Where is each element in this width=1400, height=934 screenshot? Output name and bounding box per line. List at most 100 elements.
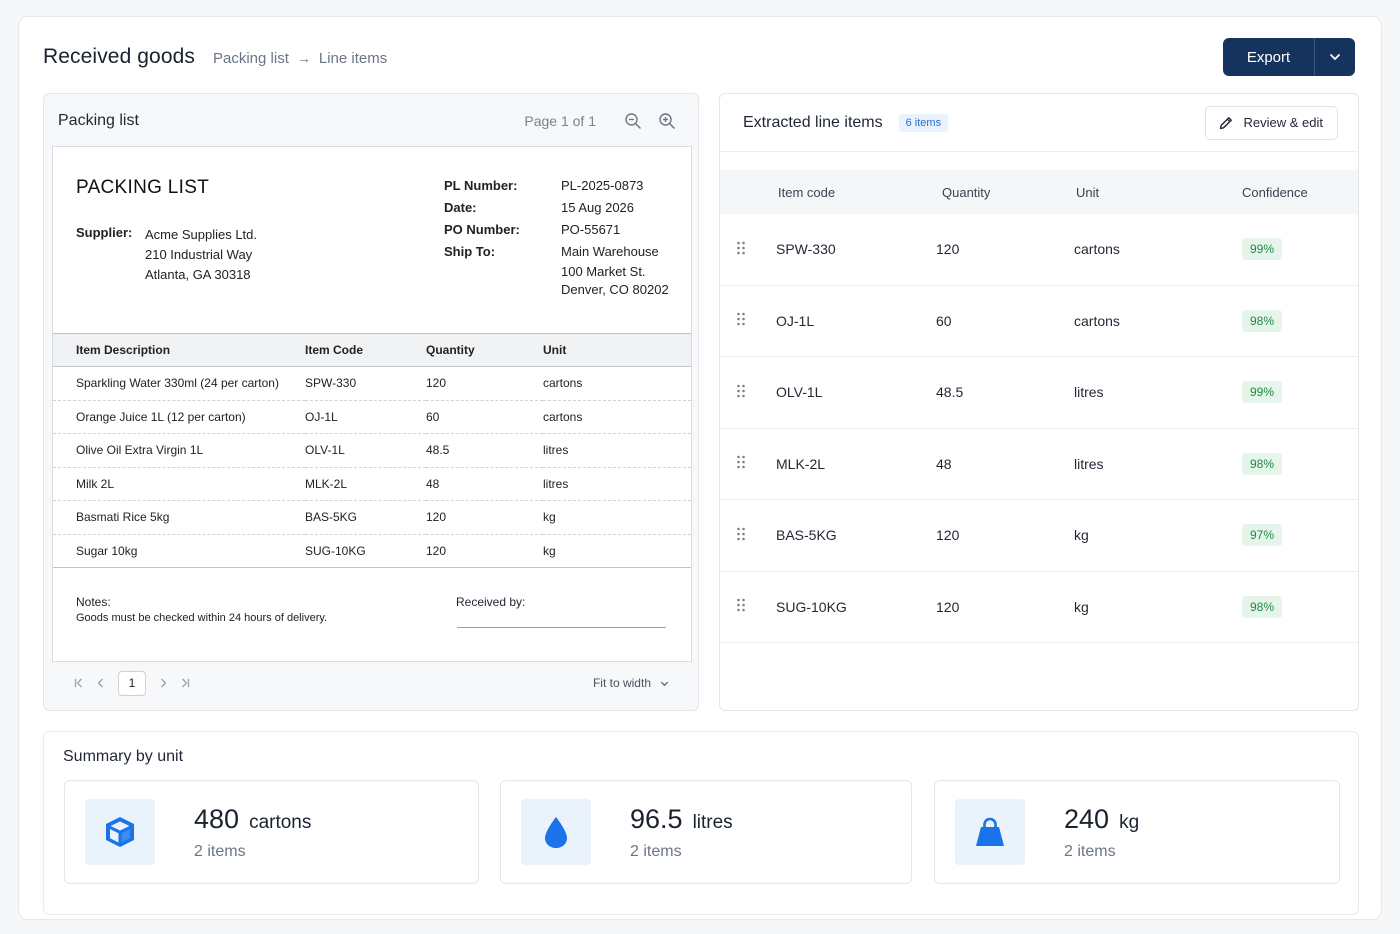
cell-quantity: 120 [426,366,543,401]
breadcrumb-packing-list[interactable]: Packing list [213,49,289,67]
cell-unit: cartons [1074,312,1120,329]
cell-item-code: SPW-330 [776,241,836,258]
supplier-city: Atlanta, GA 30318 [145,267,251,282]
meta-label: PL Number: [444,178,518,193]
review-edit-button[interactable]: Review & edit [1204,105,1338,140]
cell-unit: cartons [1074,241,1120,258]
drag-handle[interactable] [720,527,776,544]
last-page-button[interactable] [174,672,196,694]
box-icon [85,799,155,865]
first-page-button[interactable] [68,672,90,694]
export-menu-button[interactable] [1314,38,1355,76]
cell-unit: cartons [543,400,691,434]
drag-handle[interactable] [720,312,776,329]
cell-confidence: 98% [1242,595,1352,618]
ship-to-name: Main Warehouse [561,244,659,259]
summary-unit: litres [692,811,733,833]
cell-quantity: 60 [936,312,952,329]
table-row[interactable]: SUG-10KG 120 kg 98% [720,572,1358,643]
packing-list-panel-title: Packing list [58,112,139,129]
breadcrumb-line-items[interactable]: Line items [318,49,388,67]
column-header-confidence[interactable]: Confidence [1242,184,1308,200]
chevron-down-icon [1330,54,1340,60]
signature-line [457,627,666,628]
cell-quantity: 60 [426,400,543,434]
drag-handle[interactable] [720,384,776,401]
zoom-in-icon [659,113,675,129]
table-row[interactable]: SPW-330 120 cartons 99% [720,214,1358,286]
drag-handle-icon [737,455,745,469]
page-title: Received goods [43,45,195,68]
items-count-badge: 6 items [898,113,949,132]
arrow-right-icon: → [296,50,311,66]
cell-confidence: 99% [1242,238,1352,261]
drag-handle-icon [737,527,745,541]
page-number-input[interactable]: 1 [118,670,146,696]
packing-list-panel-header: Packing list Page 1 of 1 [44,94,698,148]
previous-page-button[interactable] [90,672,112,694]
meta-value: PL-2025-0873 [561,178,644,193]
weight-bag-icon [955,799,1025,865]
cell-unit: kg [1074,598,1089,615]
cell-unit: kg [543,500,691,535]
cell-item-code: BAS-5KG [776,527,837,544]
summary-unit: cartons [249,811,312,833]
supplier-label: Supplier: [76,225,133,240]
cell-quantity: 48 [936,455,952,472]
column-header-quantity[interactable]: Quantity [942,184,991,200]
drag-handle[interactable] [720,455,776,472]
cell-quantity: 48 [426,467,543,501]
cell-quantity: 120 [936,527,960,544]
column-header: Item Code [305,333,426,367]
drag-handle[interactable] [720,241,776,258]
cell-item-code: MLK-2L [776,455,826,472]
table-row[interactable]: OJ-1L 60 cartons 98% [720,286,1358,357]
cell-item-code: OLV-1L [776,384,823,401]
cell-quantity: 120 [426,534,543,568]
cell-code: MLK-2L [305,467,426,501]
document-meta: PL Number: PL-2025-0873 Date: 15 Aug 202… [444,175,669,299]
summary-value: 96.5 litres [630,804,733,835]
breadcrumb: Packing list → Line items [213,50,387,67]
summary-card-litres: 96.5 litres 2 items [500,780,912,884]
zoom-out-button[interactable] [616,106,650,136]
meta-value: Main Warehouse 100 Market St. Denver, CO… [561,241,669,299]
meta-value: PO-55671 [561,222,621,237]
column-header-item-code[interactable]: Item code [778,184,836,200]
supplier-address: Acme Supplies Ltd. 210 Industrial Way At… [145,225,257,285]
cell-item-code: OJ-1L [776,312,815,329]
cell-code: BAS-5KG [305,500,426,535]
table-row: Milk 2L MLK-2L 48 litres [53,467,691,501]
confidence-badge: 98% [1242,452,1283,475]
cell-unit: cartons [543,366,691,401]
table-row[interactable]: OLV-1L 48.5 litres 99% [720,357,1358,429]
review-edit-label: Review & edit [1243,115,1323,130]
cell-quantity: 48.5 [426,433,543,468]
extracted-items-panel: Extracted line items 6 items Review & ed… [719,93,1359,711]
cell-unit: kg [1074,527,1089,544]
next-page-button[interactable] [152,672,174,694]
table-row[interactable]: MLK-2L 48 litres 98% [720,429,1358,500]
received-by-label: Received by: [456,595,526,609]
cell-code: OJ-1L [305,400,426,434]
cell-unit: litres [543,467,691,501]
export-button[interactable]: Export [1246,48,1291,66]
table-row[interactable]: BAS-5KG 120 kg 97% [720,500,1358,572]
packing-list-document: PACKING LIST Supplier: Acme Supplies Ltd… [52,146,692,662]
cell-confidence: 97% [1242,524,1352,547]
page-header: Received goods Packing list → Line items… [43,37,1355,77]
table-row: Sparkling Water 330ml (24 per carton) SP… [53,366,691,401]
cell-code: SPW-330 [305,366,426,401]
drag-handle[interactable] [720,598,776,615]
column-header-unit[interactable]: Unit [1076,184,1100,200]
summary-number: 96.5 [630,803,683,834]
meta-po-number: PO Number: PO-55671 [444,219,669,241]
summary-section: Summary by unit 480 cartons 2 items [43,731,1359,915]
drag-handle-icon [737,241,745,255]
fit-to-width-dropdown[interactable]: Fit to width [593,676,670,690]
meta-label: Date: [444,200,477,215]
supplier-name: Acme Supplies Ltd. [145,227,258,242]
column-header: Unit [543,333,691,367]
chevron-down-icon [660,681,669,686]
zoom-in-button[interactable] [650,106,684,136]
